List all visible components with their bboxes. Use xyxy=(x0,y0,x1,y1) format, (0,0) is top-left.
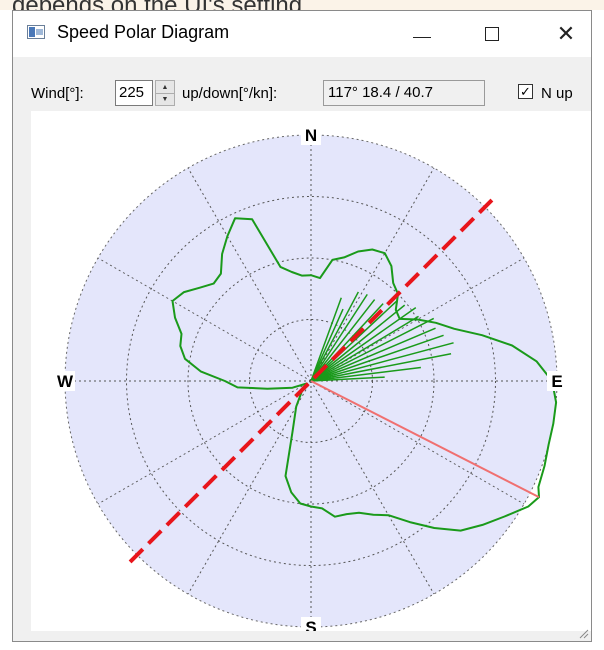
polar-spoke xyxy=(187,167,312,382)
compass-n-label: N xyxy=(305,126,317,145)
polar-ring xyxy=(126,196,496,566)
spin-down-button[interactable]: ▼ xyxy=(156,93,174,105)
polar-spoke xyxy=(310,380,435,595)
wind-input[interactable]: 225 xyxy=(115,80,153,106)
polar-spike xyxy=(310,308,344,382)
polar-ring xyxy=(187,257,435,505)
updown-readout: 117° 18.4 / 40.7 xyxy=(323,80,485,106)
polar-spike xyxy=(310,304,406,382)
polar-spike xyxy=(310,297,342,382)
polar-spoke xyxy=(187,380,312,595)
polar-spike xyxy=(310,307,417,382)
minimize-button[interactable] xyxy=(399,11,445,57)
arrow-up-icon: ▲ xyxy=(161,83,169,91)
polar-spike xyxy=(310,366,421,382)
polar-spoke xyxy=(310,380,525,505)
maximize-button[interactable] xyxy=(469,11,515,57)
polar-plot-area[interactable]: N E S W xyxy=(31,111,591,637)
polar-spike xyxy=(310,376,385,382)
minimize-icon xyxy=(413,36,431,38)
maximize-icon xyxy=(485,27,499,41)
polar-spike xyxy=(310,291,360,382)
north-up-label: N up xyxy=(541,85,573,102)
polar-spike xyxy=(310,299,376,382)
compass-label-bg xyxy=(55,371,75,391)
wind-spinner[interactable]: ▲ ▼ xyxy=(155,80,175,106)
best-vmg-line xyxy=(310,380,540,499)
close-button[interactable]: ✕ xyxy=(543,11,589,57)
toolbar: Wind[°]: 225 ▲ ▼ up/down[°/kn]: 117° 18.… xyxy=(13,57,591,109)
background-strip: depends on the UI's setting xyxy=(0,0,604,19)
title-bar[interactable]: Speed Polar Diagram ✕ xyxy=(13,11,591,57)
polar-spoke xyxy=(97,257,312,382)
wind-direction-line xyxy=(128,198,494,564)
close-icon: ✕ xyxy=(556,21,576,46)
polar-spike xyxy=(310,315,419,382)
checkmark-icon: ✓ xyxy=(520,84,531,99)
compass-w-label: W xyxy=(57,372,74,391)
polar-window: Speed Polar Diagram ✕ Wind[°]: 225 ▲ ▼ u… xyxy=(12,10,592,642)
polar-spike xyxy=(310,293,368,382)
polar-spoke xyxy=(97,380,312,505)
compass-e-label: E xyxy=(551,372,562,391)
polar-spike xyxy=(310,353,452,382)
app-icon xyxy=(27,25,45,39)
window-title: Speed Polar Diagram xyxy=(57,22,230,42)
polar-spike xyxy=(310,334,444,382)
resize-grip-icon[interactable] xyxy=(579,629,589,639)
polar-spike xyxy=(310,317,435,382)
north-up-checkbox[interactable]: ✓ xyxy=(518,84,533,99)
polar-spike xyxy=(310,342,454,382)
wind-label: Wind[°]: xyxy=(31,85,84,102)
compass-label-bg xyxy=(547,371,567,391)
spin-up-button[interactable]: ▲ xyxy=(156,81,174,94)
polar-chart: N E S W xyxy=(55,125,567,637)
polar-curve xyxy=(171,217,558,532)
polar-spoke xyxy=(310,167,435,382)
updown-label: up/down[°/kn]: xyxy=(182,85,278,102)
arrow-down-icon: ▼ xyxy=(161,95,169,103)
compass-label-bg xyxy=(301,125,321,145)
polar-spike xyxy=(310,327,436,382)
compass-s-label: S xyxy=(305,618,316,631)
